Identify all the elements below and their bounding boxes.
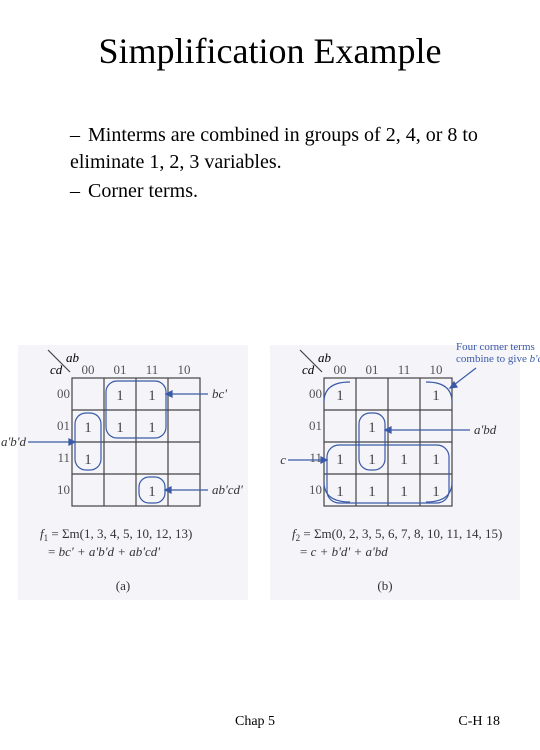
map-b-bg <box>270 345 520 600</box>
svg-text:1: 1 <box>432 388 440 404</box>
svg-text:1: 1 <box>368 484 376 500</box>
cd-label: cd <box>50 362 63 377</box>
svg-text:11: 11 <box>146 362 159 377</box>
svg-text:01: 01 <box>366 362 379 377</box>
ab-label-b: ab <box>318 350 332 365</box>
svg-text:1: 1 <box>336 452 344 468</box>
svg-text:1: 1 <box>336 388 344 404</box>
svg-text:1: 1 <box>400 484 408 500</box>
svg-text:10: 10 <box>309 482 322 497</box>
footer-chapter: Chap 5 <box>235 714 275 730</box>
svg-text:1: 1 <box>148 420 156 436</box>
cd-label-b: cd <box>302 362 315 377</box>
svg-text:10: 10 <box>57 482 70 497</box>
svg-text:10: 10 <box>430 362 443 377</box>
svg-text:1: 1 <box>84 452 92 468</box>
svg-text:00: 00 <box>309 386 322 401</box>
label-c: c <box>280 452 286 467</box>
svg-text:1: 1 <box>148 484 156 500</box>
bullet-item: –Minterms are combined in groups of 2, 4… <box>70 122 540 176</box>
bullet-list: –Minterms are combined in groups of 2, 4… <box>70 122 540 205</box>
sublabel-b: (b) <box>377 578 392 593</box>
svg-text:1: 1 <box>116 420 124 436</box>
svg-text:1: 1 <box>432 452 440 468</box>
sublabel-a: (a) <box>116 578 130 593</box>
label-abd-b: a'bd <box>474 422 497 437</box>
kmap-figures: ab cd 00 01 11 10 00 01 11 10 1 1 1 1 1 … <box>0 340 540 680</box>
svg-text:01: 01 <box>309 418 322 433</box>
svg-text:01: 01 <box>57 418 70 433</box>
svg-text:1: 1 <box>148 388 156 404</box>
svg-text:10: 10 <box>178 362 191 377</box>
svg-text:1: 1 <box>432 484 440 500</box>
svg-text:1: 1 <box>336 484 344 500</box>
label-abcd: ab'cd' <box>212 482 243 497</box>
svg-text:01: 01 <box>114 362 127 377</box>
bullet-item: –Corner terms. <box>70 178 540 205</box>
svg-text:1: 1 <box>84 420 92 436</box>
svg-text:00: 00 <box>334 362 347 377</box>
map-a-bg <box>18 345 248 600</box>
svg-text:1: 1 <box>400 452 408 468</box>
svg-text:11: 11 <box>57 450 70 465</box>
figures-container: ab cd 00 01 11 10 00 01 11 10 1 1 1 1 1 … <box>0 340 540 660</box>
svg-text:00: 00 <box>57 386 70 401</box>
svg-text:1: 1 <box>368 452 376 468</box>
svg-text:11: 11 <box>398 362 411 377</box>
svg-text:1: 1 <box>368 420 376 436</box>
svg-text:11: 11 <box>309 450 322 465</box>
svg-text:00: 00 <box>82 362 95 377</box>
page-title: Simplification Example <box>0 30 540 72</box>
footer-page: C-H 18 <box>458 714 500 730</box>
label-bcprime: bc' <box>212 386 227 401</box>
label-abd: a'b'd <box>1 434 27 449</box>
label-corner: Four corner terms combine to give b'd' <box>456 341 540 365</box>
svg-text:1: 1 <box>116 388 124 404</box>
ab-label: ab <box>66 350 80 365</box>
